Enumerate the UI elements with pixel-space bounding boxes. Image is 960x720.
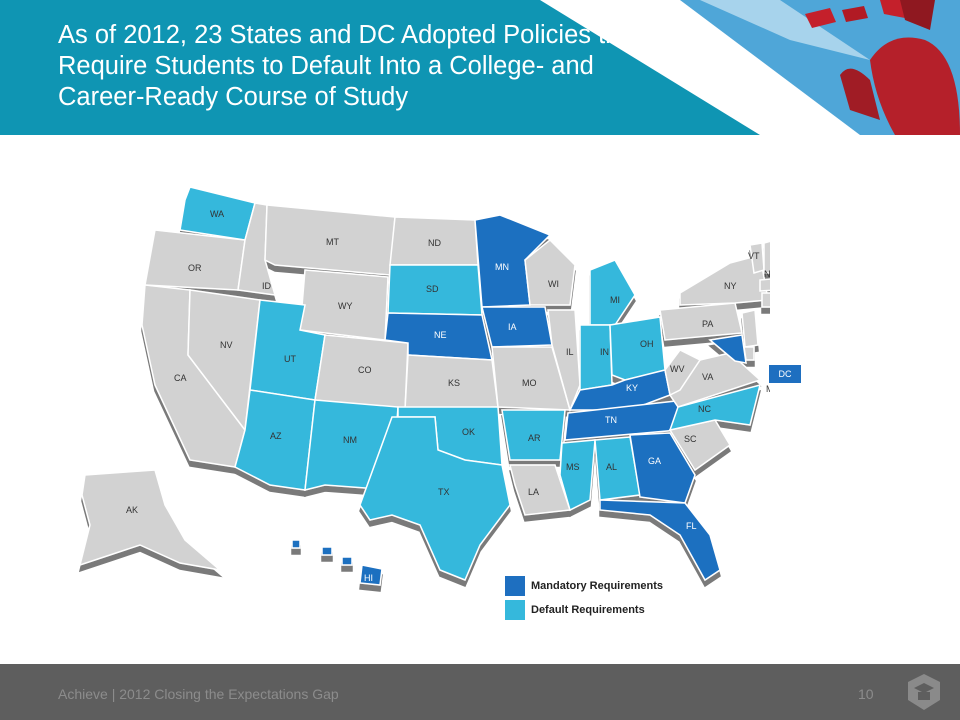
- state-label-AL: AL: [606, 462, 617, 472]
- state-label-VT: VT: [748, 251, 760, 261]
- state-MI[interactable]: [589, 259, 636, 326]
- legend-default: Default Requirements: [505, 598, 663, 622]
- state-TX[interactable]: [359, 416, 511, 581]
- state-IL[interactable]: [547, 309, 581, 413]
- graduate-gown: [870, 37, 960, 135]
- state-NC[interactable]: [668, 383, 762, 432]
- slide-footer: Achieve | 2012 Closing the Expectations …: [0, 664, 960, 720]
- state-label-SD: SD: [426, 284, 439, 294]
- state-label-IL: IL: [566, 347, 574, 357]
- state-label-PA: PA: [702, 319, 713, 329]
- states-group: [78, 186, 770, 586]
- grad-cap-icon: [805, 8, 836, 28]
- state-MT[interactable]: [264, 204, 396, 276]
- state-AR[interactable]: [501, 409, 566, 461]
- page-title: As of 2012, 23 States and DC Adopted Pol…: [58, 21, 641, 111]
- page-number: 10: [858, 686, 874, 702]
- state-label-NM: NM: [343, 435, 357, 445]
- state-OR[interactable]: [144, 229, 246, 291]
- state-MA[interactable]: [759, 277, 770, 292]
- footer-text: Achieve | 2012 Closing the Expectations …: [58, 686, 339, 702]
- state-MS[interactable]: [559, 439, 596, 512]
- legend-label-default: Default Requirements: [531, 604, 645, 616]
- graduate-hand: [900, 0, 935, 30]
- state-IN[interactable]: [579, 324, 613, 391]
- state-WA[interactable]: [179, 186, 256, 241]
- teal-banner: [0, 0, 760, 135]
- state-label-AR: AR: [528, 433, 541, 443]
- state-label-UT: UT: [284, 354, 296, 364]
- state-label-AK: AK: [126, 505, 138, 515]
- graduate-gown: [840, 68, 880, 120]
- state-label-VA: VA: [702, 372, 713, 382]
- state-label-CA: CA: [174, 373, 187, 383]
- island-HI-oahu: [321, 546, 333, 556]
- state-LA[interactable]: [509, 464, 572, 516]
- state-FL[interactable]: [599, 499, 721, 582]
- state-label-ID: ID: [262, 281, 272, 291]
- header-banner: [0, 0, 960, 135]
- state-label-HI: HI: [364, 573, 373, 583]
- state-label-NC: NC: [698, 404, 711, 414]
- state-label-TX: TX: [438, 487, 450, 497]
- state-label-GA: GA: [648, 456, 661, 466]
- island-HI-kauai: [291, 539, 301, 549]
- state-label-NE: NE: [434, 330, 447, 340]
- state-label-MS: MS: [566, 462, 580, 472]
- state-label-ND: ND: [428, 238, 441, 248]
- us-map: WA OR CA ID NV MT WY UT AZ CO NM ND SD N…: [78, 186, 770, 586]
- state-NJ[interactable]: [741, 309, 759, 348]
- legend-swatch-default: [505, 600, 525, 620]
- state-label-CO: CO: [358, 365, 372, 375]
- state-label-FL: FL: [686, 521, 697, 531]
- state-label-TN: TN: [605, 415, 617, 425]
- state-label-KY: KY: [626, 383, 638, 393]
- state-label-KS: KS: [448, 378, 460, 388]
- grad-cap-icon: [842, 6, 868, 22]
- state-labels: WA OR CA ID NV MT WY UT AZ CO NM ND SD N…: [126, 209, 770, 583]
- state-CT[interactable]: [761, 292, 770, 308]
- state-label-WV: WV: [670, 364, 685, 374]
- state-label-MD: MD: [766, 384, 770, 394]
- state-WI[interactable]: [524, 238, 576, 306]
- state-PA[interactable]: [659, 302, 743, 341]
- state-label-NH: NH: [764, 269, 770, 279]
- map-legend: Mandatory Requirements Default Requireme…: [505, 574, 663, 622]
- state-label-MT: MT: [326, 237, 339, 247]
- dc-marker: DC: [769, 365, 801, 383]
- state-label-LA: LA: [528, 487, 539, 497]
- state-label-MN: MN: [495, 262, 509, 272]
- state-label-MI: MI: [610, 295, 620, 305]
- state-IA[interactable]: [481, 306, 553, 348]
- state-GA[interactable]: [629, 432, 696, 504]
- state-OH[interactable]: [609, 316, 666, 381]
- state-label-WI: WI: [548, 279, 559, 289]
- state-label-AZ: AZ: [270, 431, 282, 441]
- slide-header: As of 2012, 23 States and DC Adopted Pol…: [0, 0, 960, 135]
- state-label-WY: WY: [338, 301, 353, 311]
- island-HI-maui: [341, 556, 353, 566]
- state-NH[interactable]: [763, 240, 770, 274]
- state-label-NV: NV: [220, 340, 233, 350]
- state-label-OR: OR: [188, 263, 202, 273]
- state-AK[interactable]: [78, 469, 223, 572]
- legend-swatch-mandatory: [505, 576, 525, 596]
- state-WV[interactable]: [664, 349, 702, 397]
- state-label-OH: OH: [640, 339, 654, 349]
- state-label-IA: IA: [508, 322, 517, 332]
- legend-mandatory: Mandatory Requirements: [505, 574, 663, 598]
- state-label-NY: NY: [724, 281, 737, 291]
- state-label-WA: WA: [210, 209, 224, 219]
- legend-label-mandatory: Mandatory Requirements: [531, 580, 664, 592]
- achieve-logo-icon: [908, 674, 940, 710]
- state-label-IN: IN: [600, 347, 609, 357]
- state-label-SC: SC: [684, 434, 697, 444]
- state-MD[interactable]: [708, 334, 747, 364]
- cloud-shape: [700, 0, 870, 60]
- state-HI[interactable]: [359, 564, 383, 586]
- state-label-OK: OK: [462, 427, 475, 437]
- state-label-MO: MO: [522, 378, 537, 388]
